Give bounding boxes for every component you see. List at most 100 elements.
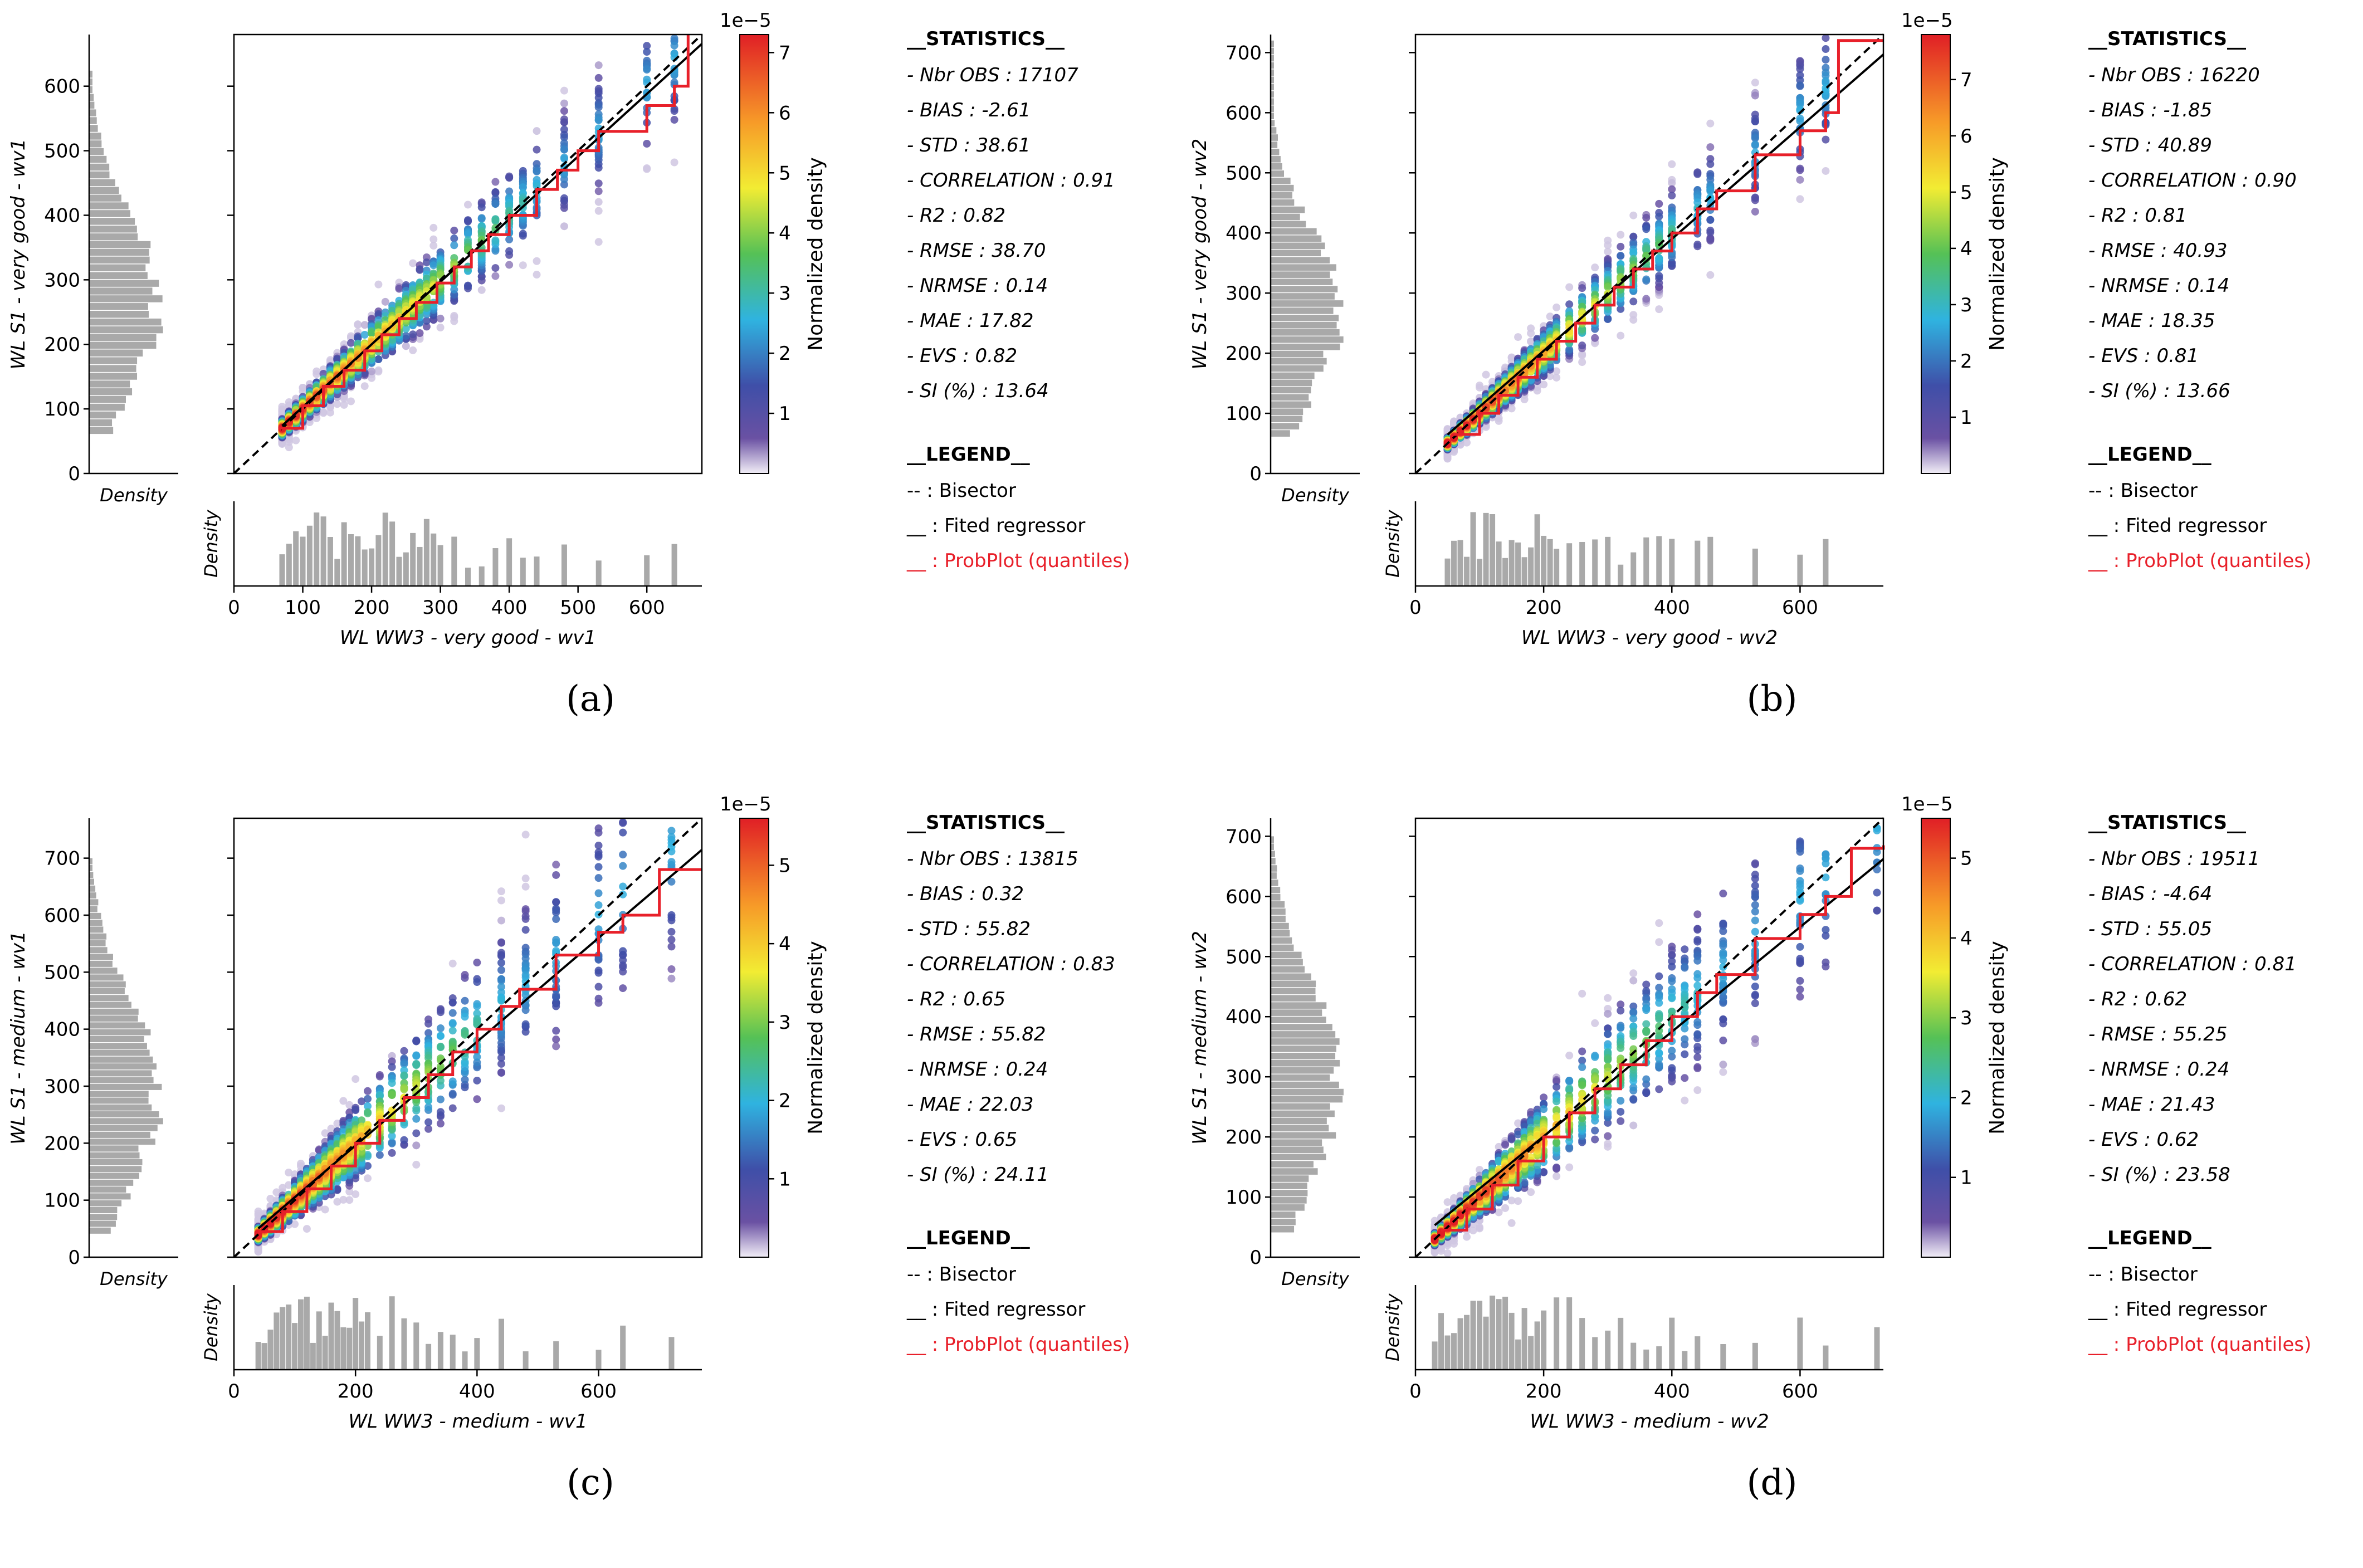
regression-line xyxy=(257,849,703,1229)
scatter-point xyxy=(436,1043,445,1052)
scatter-point xyxy=(560,99,568,108)
scatter-point xyxy=(497,1104,505,1112)
y-hist-bar xyxy=(1271,430,1290,437)
y-hist-bar xyxy=(1271,40,1274,47)
scatter-point xyxy=(1796,164,1804,173)
scatter-point xyxy=(497,983,505,991)
y-hist-bar xyxy=(89,1070,152,1077)
y-hist-bar xyxy=(1271,113,1274,119)
x-hist-bar xyxy=(595,1350,602,1370)
scatter-point xyxy=(552,861,560,869)
scatter-point xyxy=(619,890,627,898)
scatter-point xyxy=(1617,331,1625,340)
scatter-point xyxy=(521,875,530,883)
scatter-point xyxy=(619,851,627,859)
y-tick-label: 200 xyxy=(44,1132,80,1155)
x-density-label: Density xyxy=(1382,509,1403,578)
scatter-point xyxy=(594,889,603,897)
scatter-point xyxy=(643,42,651,50)
x-hist-bar xyxy=(304,1296,310,1370)
y-hist-bar xyxy=(89,1091,149,1097)
y-tick-label: 300 xyxy=(44,269,80,291)
scatter-point xyxy=(375,1151,384,1159)
y-hist-bar xyxy=(89,1214,118,1220)
x-hist-bar xyxy=(267,1330,274,1370)
y-hist-bar xyxy=(89,101,95,109)
y-hist-bar xyxy=(89,1049,150,1056)
scatter-point xyxy=(1751,79,1759,87)
scatter-point xyxy=(1642,225,1651,233)
y-tick-label: 500 xyxy=(44,140,80,163)
y-tick-label: 600 xyxy=(44,76,80,98)
bisector-line xyxy=(233,817,703,1258)
x-hist-bar xyxy=(365,1312,370,1370)
scatter-point xyxy=(424,1054,433,1062)
x-hist-bar xyxy=(1656,536,1662,586)
scatter-point xyxy=(448,1009,457,1017)
legend-title: __LEGEND__ xyxy=(2088,443,2211,466)
x-hist-bar xyxy=(534,556,540,586)
scatter-point xyxy=(491,217,500,225)
scatter-point xyxy=(388,1052,396,1060)
y-hist-bar xyxy=(89,341,157,349)
scatter-point xyxy=(1507,404,1516,413)
x-hist-bar xyxy=(403,552,409,586)
scatter-point xyxy=(461,1013,469,1021)
scatter-point xyxy=(1693,170,1702,178)
y-tick-label: 200 xyxy=(1226,343,1262,365)
bisector-line xyxy=(1414,33,1884,475)
scatter-point xyxy=(560,118,568,126)
x-hist-bar xyxy=(1605,536,1611,586)
y-hist-bar xyxy=(1271,84,1274,91)
scatter-point xyxy=(519,183,527,192)
probplot-line xyxy=(258,868,702,1233)
scatter-point xyxy=(552,871,560,879)
y-hist-bar xyxy=(89,872,94,878)
y-hist-bar xyxy=(89,1193,131,1200)
subfigure-label: (b) xyxy=(1746,678,1798,720)
scatter-point xyxy=(1751,207,1759,216)
x-hist-bar xyxy=(1797,554,1803,586)
scatter-point xyxy=(497,1059,505,1068)
scatter-point xyxy=(1706,271,1715,279)
y-tick-label: 500 xyxy=(1226,162,1262,184)
scatter-point xyxy=(497,887,505,896)
scatter-points xyxy=(1443,34,1830,463)
x-density-label: Density xyxy=(201,509,222,578)
scatter-point xyxy=(1617,252,1625,260)
y-hist-bar xyxy=(89,256,150,264)
y-hist-bar xyxy=(89,272,148,279)
stat-line: - STD : 40.89 xyxy=(2088,134,2213,157)
scatter-point xyxy=(594,994,603,1003)
y-hist-bar xyxy=(89,940,106,947)
y-hist-bar xyxy=(89,995,129,1002)
scatter-point xyxy=(594,901,603,909)
y-hist-bar xyxy=(89,163,110,171)
y-hist-bar xyxy=(1271,416,1303,423)
colorbar-tick-label: 5 xyxy=(1960,182,1973,204)
scatter-point xyxy=(429,235,438,243)
scatter-point xyxy=(412,1129,421,1137)
scatter-point xyxy=(327,1125,335,1133)
y-hist-bar xyxy=(89,1056,153,1063)
y-tick-label: 700 xyxy=(1226,42,1262,64)
legend-bisector: -- : Bisector xyxy=(907,480,1016,502)
stat-line: - BIAS : -1.85 xyxy=(2088,99,2213,121)
scatter-point xyxy=(339,1128,348,1136)
y-tick-label: 400 xyxy=(1226,222,1262,245)
scatter-point xyxy=(1751,141,1759,149)
x-tick-label: 400 xyxy=(491,597,528,619)
y-hist-bar xyxy=(1271,170,1285,177)
y-hist-bar xyxy=(1271,206,1305,213)
y-hist-bar xyxy=(89,1002,131,1008)
scatter-point xyxy=(333,1198,341,1206)
scatter-point xyxy=(1796,65,1804,73)
stat-line: - BIAS : -2.61 xyxy=(907,99,1031,121)
x-hist-bar xyxy=(1457,540,1463,586)
scatter-point xyxy=(533,145,541,154)
scatter-point xyxy=(619,862,627,870)
x-tick-label: 200 xyxy=(1526,597,1562,619)
scatter-point xyxy=(1578,284,1586,292)
scatter-point xyxy=(1629,311,1638,319)
